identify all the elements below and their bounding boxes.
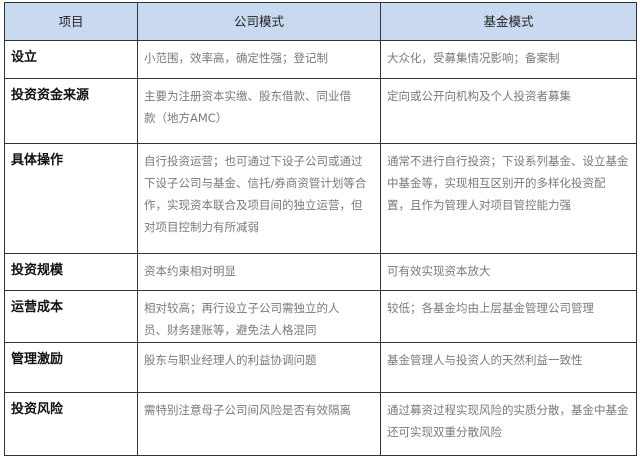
cell-text-line: 通过募资过程实现风险的实质分散，基金中基金 (387, 403, 629, 417)
cell-text-line: 主要为注册资本实缴、股东借款、同业借 (144, 89, 351, 103)
cell-company: 小范围，效率高，确定性强；登记制 (137, 40, 381, 79)
cell-text-line: 较低；各基金均由上层基金管理公司管理 (387, 301, 594, 315)
table-row: 设立 小范围，效率高，确定性强；登记制 大众化，受募集情况影响；备案制 (4, 40, 637, 79)
cell-fund: 可有效实现资本放大 (380, 253, 637, 291)
cell-text-line: 下设子公司与基金、信托/券商资管计划等合 (144, 176, 367, 190)
table-row: 具体操作 自行投资运营；也可通过下设子公司或通过 下设子公司与基金、信托/券商资管计… (4, 143, 637, 254)
cell-fund: 通常不进行自行投资；下设系列基金、设立基金 中基金等，实现相互区别开的多样化投资配… (380, 143, 637, 254)
cell-text-line: 作，实现资本联合及项目间的独立运营，但 (144, 198, 363, 212)
row-item: 管理激励 (4, 342, 138, 393)
comparison-table: 项目 公司模式 基金模式 设立 小范围，效率高，确定性强；登记制 大众化，受募集情况… (4, 2, 637, 456)
cell-text-line: 相对较高；再行设立子公司需独立的人 (144, 301, 340, 315)
cell-text-line: 还可实现双重分散风险 (387, 425, 502, 439)
cell-text-line: 中基金等，实现相互区别开的多样化投资配 (387, 176, 606, 190)
cell-company: 自行投资运营；也可通过下设子公司或通过 下设子公司与基金、信托/券商资管计划等合作… (137, 143, 381, 254)
cell-fund: 定向或公开向机构及个人投资者募集 (380, 78, 637, 144)
cell-text-line: 小范围，效率高，确定性强；登记制 (144, 51, 328, 65)
cell-fund: 较低；各基金均由上层基金管理公司管理 (380, 290, 637, 343)
cell-text-line: 定向或公开向机构及个人投资者募集 (387, 89, 571, 103)
header-fund-mode: 基金模式 (380, 2, 637, 41)
row-item: 投资资金来源 (4, 78, 138, 144)
header-item: 项目 (4, 2, 138, 41)
row-item: 设立 (4, 40, 138, 79)
row-item: 运营成本 (4, 290, 138, 343)
table-row: 投资规模 资本约束相对明显 可有效实现资本放大 (4, 253, 637, 291)
cell-text-line: 置，且作为管理人对项目管控能力强 (387, 198, 571, 212)
cell-text-line: 对项目控制力有所减弱 (144, 220, 259, 234)
cell-company: 主要为注册资本实缴、股东借款、同业借 款（地方AMC） (137, 78, 381, 144)
row-item: 投资风险 (4, 392, 138, 456)
cell-text-line: 自行投资运营；也可通过下设子公司或通过 (144, 154, 363, 168)
table-row: 投资资金来源 主要为注册资本实缴、股东借款、同业借 款（地方AMC） 定向或公开向机构… (4, 78, 637, 144)
row-item: 投资规模 (4, 253, 138, 291)
cell-text-line: 通常不进行自行投资；下设系列基金、设立基金 (387, 154, 629, 168)
cell-text-line: 可有效实现资本放大 (387, 264, 491, 278)
cell-text-line: 基金管理人与投资人的天然利益一致性 (387, 353, 583, 367)
row-item: 具体操作 (4, 143, 138, 254)
cell-text-line: 资本约束相对明显 (144, 264, 236, 278)
cell-text-line: 大众化，受募集情况影响；备案制 (387, 51, 560, 65)
cell-text-line: 股东与职业经理人的利益协调问题 (144, 353, 317, 367)
table-row: 管理激励 股东与职业经理人的利益协调问题 基金管理人与投资人的天然利益一致性 (4, 342, 637, 393)
header-row: 项目 公司模式 基金模式 (4, 2, 637, 41)
header-company-mode: 公司模式 (137, 2, 381, 41)
cell-fund: 基金管理人与投资人的天然利益一致性 (380, 342, 637, 393)
cell-company: 需特别注意母子公司间风险是否有效隔离 (137, 392, 381, 456)
cell-text-line: 款（地方AMC） (144, 111, 228, 125)
cell-company: 资本约束相对明显 (137, 253, 381, 291)
table-row: 运营成本 相对较高；再行设立子公司需独立的人 员、财务建账等，避免法人格混同 较低；各… (4, 290, 637, 343)
cell-company: 股东与职业经理人的利益协调问题 (137, 342, 381, 393)
cell-company: 相对较高；再行设立子公司需独立的人 员、财务建账等，避免法人格混同 (137, 290, 381, 343)
cell-text-line: 员、财务建账等，避免法人格混同 (144, 323, 317, 337)
cell-fund: 通过募资过程实现风险的实质分散，基金中基金 还可实现双重分散风险 (380, 392, 637, 456)
cell-fund: 大众化，受募集情况影响；备案制 (380, 40, 637, 79)
cell-text-line: 需特别注意母子公司间风险是否有效隔离 (144, 403, 351, 417)
table-row: 投资风险 需特别注意母子公司间风险是否有效隔离 通过募资过程实现风险的实质分散，基金… (4, 392, 637, 456)
